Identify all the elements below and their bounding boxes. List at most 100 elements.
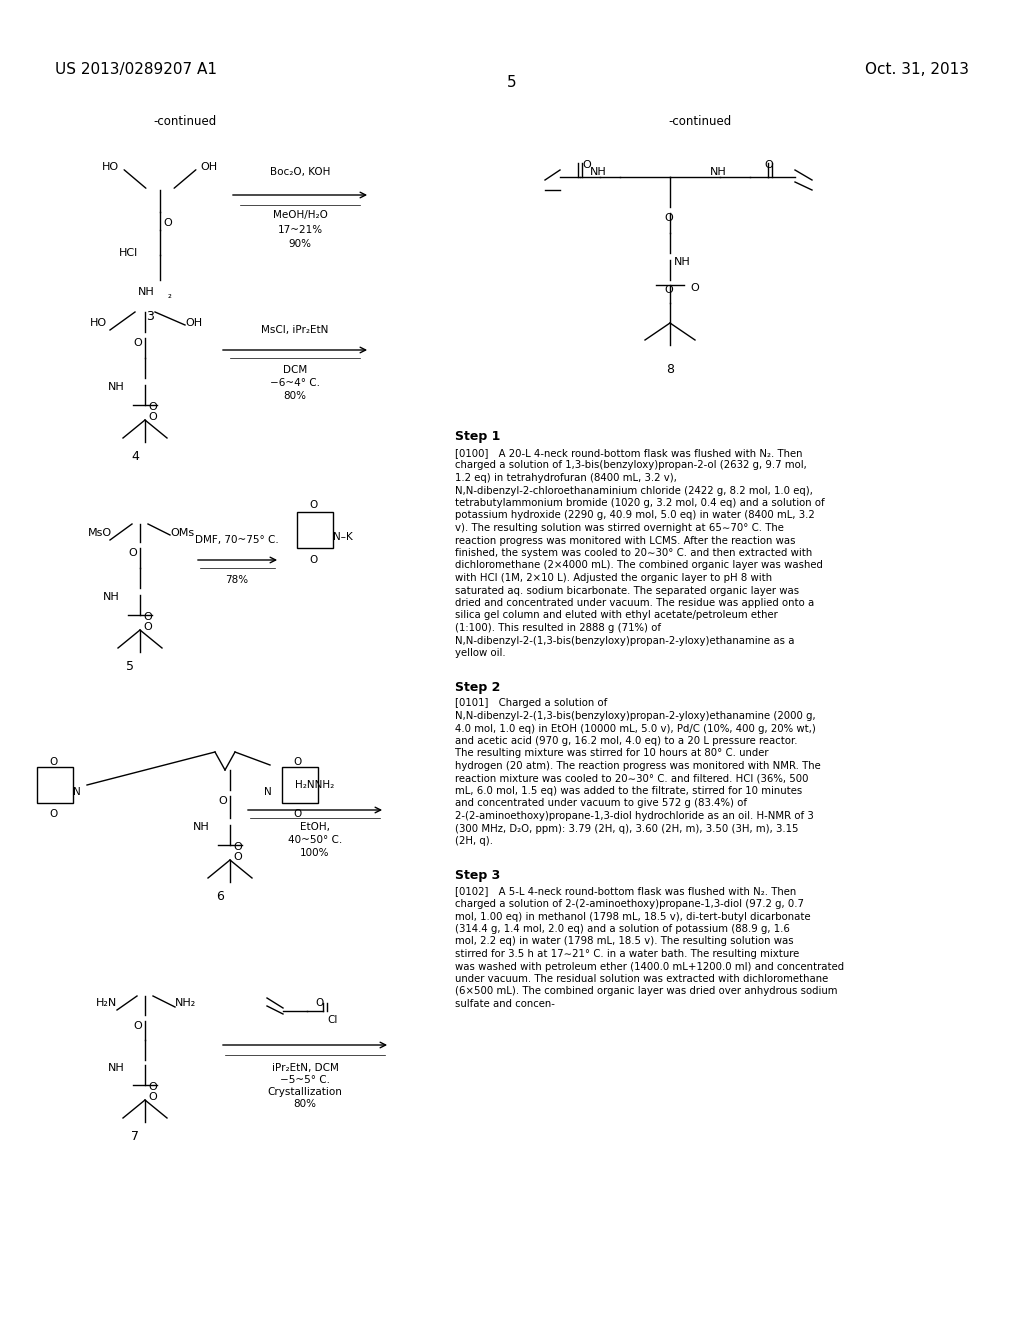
Text: O: O	[309, 554, 317, 565]
Text: N: N	[264, 787, 272, 797]
Text: reaction progress was monitored with LCMS. After the reaction was: reaction progress was monitored with LCM…	[455, 536, 796, 545]
Text: O: O	[314, 998, 324, 1008]
Text: O: O	[664, 213, 673, 223]
Text: mol, 2.2 eq) in water (1798 mL, 18.5 v). The resulting solution was: mol, 2.2 eq) in water (1798 mL, 18.5 v).…	[455, 936, 794, 946]
Text: [0102] A 5-L 4-neck round-bottom flask was flushed with N₂. Then: [0102] A 5-L 4-neck round-bottom flask w…	[455, 887, 797, 896]
Text: O: O	[148, 1082, 157, 1092]
Text: yellow oil.: yellow oil.	[455, 648, 506, 657]
Text: O: O	[128, 548, 137, 558]
Text: OH: OH	[185, 318, 202, 327]
Text: (300 MHz, D₂O, ppm): 3.79 (2H, q), 3.60 (2H, m), 3.50 (3H, m), 3.15: (300 MHz, D₂O, ppm): 3.79 (2H, q), 3.60 …	[455, 824, 799, 833]
Text: O: O	[148, 412, 157, 422]
Text: MsO: MsO	[88, 528, 112, 539]
Text: mol, 1.00 eq) in methanol (1798 mL, 18.5 v), di-tert-butyl dicarbonate: mol, 1.00 eq) in methanol (1798 mL, 18.5…	[455, 912, 811, 921]
Text: O: O	[49, 809, 57, 818]
FancyBboxPatch shape	[37, 767, 73, 803]
Text: N: N	[73, 787, 81, 797]
Text: NH: NH	[109, 1063, 125, 1073]
Text: O: O	[143, 622, 152, 632]
Text: saturated aq. sodium bicarbonate. The separated organic layer was: saturated aq. sodium bicarbonate. The se…	[455, 586, 799, 595]
FancyBboxPatch shape	[297, 512, 333, 548]
Text: N,N-dibenzyl-2-chloroethanaminium chloride (2422 g, 8.2 mol, 1.0 eq),: N,N-dibenzyl-2-chloroethanaminium chlori…	[455, 486, 813, 495]
Text: charged a solution of 2-(2-aminoethoxy)propane-1,3-diol (97.2 g, 0.7: charged a solution of 2-(2-aminoethoxy)p…	[455, 899, 804, 909]
Text: NH: NH	[109, 381, 125, 392]
Text: 5: 5	[126, 660, 134, 673]
Text: O: O	[148, 403, 157, 412]
Text: stirred for 3.5 h at 17∼21° C. in a water bath. The resulting mixture: stirred for 3.5 h at 17∼21° C. in a wate…	[455, 949, 800, 960]
Text: 6: 6	[216, 890, 224, 903]
Text: HO: HO	[90, 318, 108, 327]
Text: N,N-dibenzyl-2-(1,3-bis(benzyloxy)propan-2-yloxy)ethanamine (2000 g,: N,N-dibenzyl-2-(1,3-bis(benzyloxy)propan…	[455, 711, 816, 721]
Text: MsCl, iPr₂EtN: MsCl, iPr₂EtN	[261, 325, 329, 335]
Text: sulfate and concen-: sulfate and concen-	[455, 999, 555, 1008]
Text: potassium hydroxide (2290 g, 40.9 mol, 5.0 eq) in water (8400 mL, 3.2: potassium hydroxide (2290 g, 40.9 mol, 5…	[455, 511, 815, 520]
Text: NH: NH	[103, 591, 120, 602]
Text: 2-(2-aminoethoxy)propane-1,3-diol hydrochloride as an oil. H-NMR of 3: 2-(2-aminoethoxy)propane-1,3-diol hydroc…	[455, 810, 814, 821]
Text: Step 2: Step 2	[455, 681, 501, 693]
Text: 3: 3	[146, 310, 154, 323]
FancyBboxPatch shape	[282, 767, 318, 803]
Text: O: O	[133, 1020, 142, 1031]
Text: OMs: OMs	[170, 528, 195, 539]
Text: (2H, q).: (2H, q).	[455, 836, 493, 846]
Text: H₂NNH₂: H₂NNH₂	[295, 780, 335, 789]
Text: 100%: 100%	[300, 847, 330, 858]
Text: −5~5° C.: −5~5° C.	[280, 1074, 330, 1085]
Text: iPr₂EtN, DCM: iPr₂EtN, DCM	[271, 1063, 339, 1073]
Text: dichloromethane (2×4000 mL). The combined organic layer was washed: dichloromethane (2×4000 mL). The combine…	[455, 561, 823, 570]
Text: under vacuum. The residual solution was extracted with dichloromethane: under vacuum. The residual solution was …	[455, 974, 828, 983]
Text: Oct. 31, 2013: Oct. 31, 2013	[865, 62, 969, 77]
Text: H₂N: H₂N	[96, 998, 117, 1008]
Text: O: O	[582, 160, 591, 170]
Text: −6~4° C.: −6~4° C.	[270, 378, 319, 388]
Text: O: O	[143, 612, 152, 622]
Text: O: O	[294, 756, 302, 767]
Text: 40~50° C.: 40~50° C.	[288, 836, 342, 845]
Text: mL, 6.0 mol, 1.5 eq) was added to the filtrate, stirred for 10 minutes: mL, 6.0 mol, 1.5 eq) was added to the fi…	[455, 785, 802, 796]
Text: silica gel column and eluted with ethyl acetate/petroleum ether: silica gel column and eluted with ethyl …	[455, 610, 778, 620]
Text: O: O	[133, 338, 142, 348]
Text: HO: HO	[102, 162, 119, 172]
Text: O: O	[294, 809, 302, 818]
Text: O: O	[218, 796, 227, 807]
Text: ₂: ₂	[168, 290, 172, 300]
Text: with HCl (1M, 2×10 L). Adjusted the organic layer to pH 8 with: with HCl (1M, 2×10 L). Adjusted the orga…	[455, 573, 772, 583]
Text: -continued: -continued	[154, 115, 217, 128]
Text: O: O	[49, 756, 57, 767]
Text: NH: NH	[674, 257, 691, 267]
Text: O: O	[163, 218, 172, 228]
Text: 4.0 mol, 1.0 eq) in EtOH (10000 mL, 5.0 v), Pd/C (10%, 400 g, 20% wt,): 4.0 mol, 1.0 eq) in EtOH (10000 mL, 5.0 …	[455, 723, 816, 734]
Text: 17~21%: 17~21%	[278, 224, 323, 235]
Text: hydrogen (20 atm). The reaction progress was monitored with NMR. The: hydrogen (20 atm). The reaction progress…	[455, 762, 821, 771]
Text: (6×500 mL). The combined organic layer was dried over anhydrous sodium: (6×500 mL). The combined organic layer w…	[455, 986, 838, 997]
Text: The resulting mixture was stirred for 10 hours at 80° C. under: The resulting mixture was stirred for 10…	[455, 748, 768, 759]
Text: (1:100). This resulted in 2888 g (71%) of: (1:100). This resulted in 2888 g (71%) o…	[455, 623, 662, 634]
Text: (314.4 g, 1.4 mol, 2.0 eq) and a solution of potassium (88.9 g, 1.6: (314.4 g, 1.4 mol, 2.0 eq) and a solutio…	[455, 924, 790, 935]
Text: O: O	[233, 842, 242, 851]
Text: [0100] A 20-L 4-neck round-bottom flask was flushed with N₂. Then: [0100] A 20-L 4-neck round-bottom flask …	[455, 447, 803, 458]
Text: NH₂: NH₂	[175, 998, 197, 1008]
Text: O: O	[764, 160, 773, 170]
Text: [0101] Charged a solution of: [0101] Charged a solution of	[455, 698, 607, 709]
Text: DCM: DCM	[283, 366, 307, 375]
Text: O: O	[664, 285, 673, 294]
Text: O: O	[148, 1092, 157, 1102]
Text: 4: 4	[131, 450, 139, 463]
Text: and concentrated under vacuum to give 572 g (83.4%) of: and concentrated under vacuum to give 57…	[455, 799, 746, 808]
Text: O: O	[690, 282, 698, 293]
Text: NH: NH	[590, 168, 606, 177]
Text: 78%: 78%	[225, 576, 249, 585]
Text: MeOH/H₂O: MeOH/H₂O	[272, 210, 328, 220]
Text: 7: 7	[131, 1130, 139, 1143]
Text: NH: NH	[194, 822, 210, 832]
Text: 90%: 90%	[289, 239, 311, 249]
Text: O: O	[309, 500, 317, 510]
Text: 8: 8	[666, 363, 674, 376]
Text: O: O	[233, 851, 242, 862]
Text: Cl: Cl	[327, 1015, 337, 1026]
Text: reaction mixture was cooled to 20∼30° C. and filtered. HCl (36%, 500: reaction mixture was cooled to 20∼30° C.…	[455, 774, 809, 784]
Text: was washed with petroleum ether (1400.0 mL+1200.0 ml) and concentrated: was washed with petroleum ether (1400.0 …	[455, 961, 844, 972]
Text: NH: NH	[138, 286, 155, 297]
Text: EtOH,: EtOH,	[300, 822, 330, 832]
Text: N–K: N–K	[333, 532, 352, 543]
